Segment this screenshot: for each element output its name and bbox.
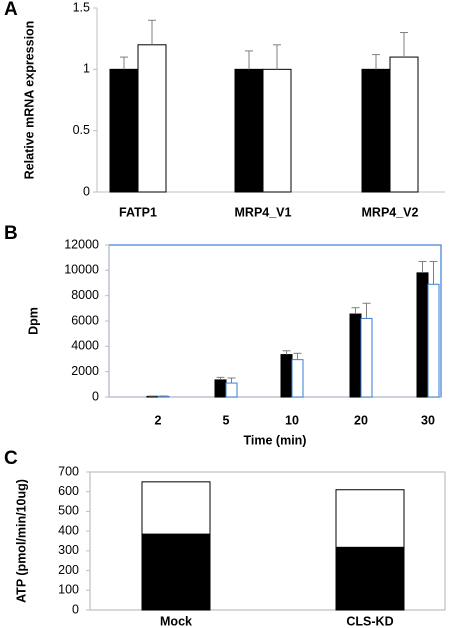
bar [109, 68, 139, 193]
panel-letter-C: C [4, 448, 18, 469]
x-category-label: MRP4_V2 [362, 205, 419, 219]
x-category-label: CLS-KD [346, 614, 393, 628]
y-tick-label: 600 [58, 484, 79, 498]
x-category-label: FATP1 [119, 205, 157, 219]
bar [280, 354, 293, 398]
stacked-bar-segment [141, 481, 211, 535]
y-tick-label: 700 [58, 464, 79, 478]
bar [262, 68, 292, 193]
bar [214, 379, 227, 398]
y-axis-label: Relative mRNA expression [22, 21, 36, 180]
bar [416, 272, 429, 398]
y-axis-label: Dpm [26, 307, 40, 335]
bar [137, 44, 167, 193]
y-tick-label: 2000 [71, 364, 99, 378]
stacked-bar-segment [141, 533, 211, 611]
y-tick-label: 8000 [71, 288, 99, 302]
x-category-label: 2 [155, 413, 162, 427]
bar [360, 317, 373, 398]
y-tick-label: 0 [83, 184, 90, 198]
x-category-label: 30 [421, 413, 435, 427]
panel-letter-B: B [4, 223, 18, 244]
y-tick-label: 0 [92, 389, 99, 403]
x-axis-label: Time (min) [244, 433, 307, 447]
y-tick-label: 1.5 [73, 0, 90, 14]
x-category-label: 5 [223, 413, 230, 427]
y-tick-label: 0.5 [73, 123, 90, 137]
panel-letter-A: A [4, 0, 18, 20]
y-tick-label: 0 [72, 602, 79, 616]
bar [234, 68, 264, 193]
y-tick-label: 200 [58, 563, 79, 577]
y-tick-label: 500 [58, 504, 79, 518]
plot-frame [108, 244, 442, 398]
y-tick-label: 12000 [64, 237, 99, 251]
y-tick-label: 6000 [71, 313, 99, 327]
y-tick-label: 10000 [64, 263, 99, 277]
y-tick-label: 300 [58, 543, 79, 557]
bar [291, 359, 304, 398]
x-category-label: 10 [285, 413, 299, 427]
x-category-label: Mock [160, 614, 192, 628]
stacked-bar-segment [335, 546, 405, 611]
stacked-bar-segment [335, 489, 405, 548]
bar [349, 313, 362, 398]
y-axis-label: ATP (pmol/min/10ug) [14, 479, 28, 603]
y-tick-label: 400 [58, 523, 79, 537]
y-tick-label: 100 [58, 583, 79, 597]
x-category-label: MRP4_V1 [235, 205, 292, 219]
bar [361, 68, 391, 193]
x-category-label: 20 [354, 413, 368, 427]
bar [225, 382, 238, 398]
bar [427, 283, 440, 398]
bar [389, 56, 419, 193]
y-tick-label: 1 [83, 62, 90, 76]
y-tick-label: 4000 [71, 339, 99, 353]
